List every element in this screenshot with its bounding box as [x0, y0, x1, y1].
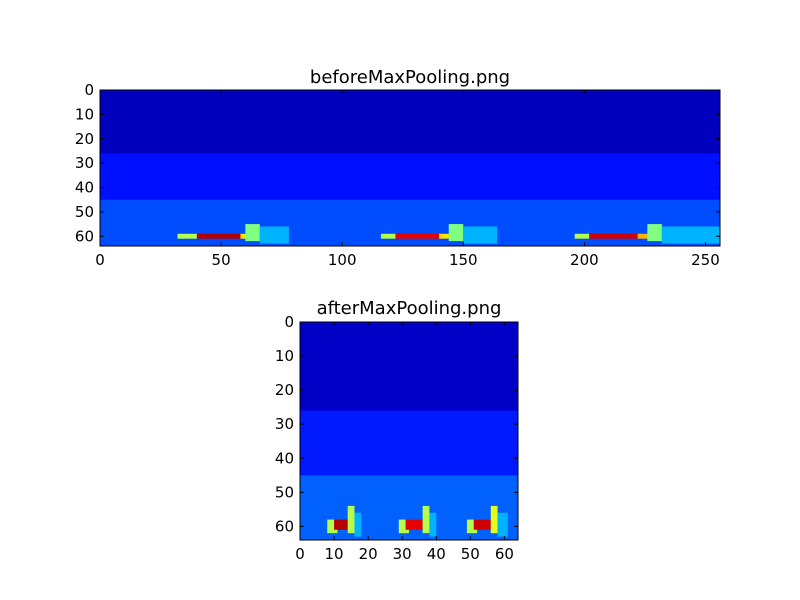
y-tick-label: 0	[84, 81, 94, 99]
x-tick-label: 0	[95, 251, 105, 269]
heatmap-cell	[196, 233, 241, 239]
plot-frame	[99, 89, 721, 247]
chart-title: afterMaxPooling.png	[317, 298, 502, 319]
heatmap-cell	[448, 224, 464, 242]
heatmap-after-max-pooling: afterMaxPooling.png 0 10 20 30 40 50 600102030…	[275, 298, 519, 563]
heatmap-cell	[398, 519, 409, 534]
chart-title: beforeMaxPooling.png	[310, 67, 510, 88]
heatmap-cell	[490, 505, 498, 534]
heatmap-cell	[497, 512, 508, 537]
y-tick-label: 30	[275, 415, 294, 433]
x-tick-label: 50	[461, 545, 480, 563]
y-tick-label: 60	[275, 517, 294, 535]
axis-ticks: 0 50 100 150 200 250 0 10 20 30 40 50 60	[75, 81, 720, 269]
plot-frame	[299, 321, 519, 541]
heatmap-cell	[354, 512, 362, 537]
heatmap-cell	[177, 233, 197, 239]
y-tick-label: 20	[75, 130, 94, 148]
heatmap-cell	[466, 519, 478, 534]
heatmap-cell	[327, 519, 338, 534]
heatmap-band	[300, 410, 518, 476]
x-tick-label: 40	[427, 545, 446, 563]
x-tick-label: 200	[570, 251, 599, 269]
heatmap-cell	[439, 233, 454, 239]
x-tick-label: 60	[495, 545, 514, 563]
heatmap-cell	[347, 505, 355, 534]
heatmap-cell	[422, 505, 430, 534]
heatmap-cell	[334, 519, 348, 530]
heatmap-cells	[100, 90, 720, 246]
heatmap-cell	[574, 233, 590, 239]
heatmap-cells	[300, 322, 518, 540]
y-tick-label: 10	[275, 347, 294, 365]
y-tick-label: 0	[284, 313, 294, 331]
x-tick-label: 100	[328, 251, 357, 269]
x-tick-label: 250	[691, 251, 720, 269]
heatmap-band	[300, 322, 518, 411]
heatmap-band	[100, 90, 720, 154]
heatmap-cell	[380, 233, 396, 239]
y-tick-label: 40	[275, 449, 294, 467]
heatmap-cell	[473, 519, 491, 530]
y-tick-label: 10	[75, 105, 94, 123]
heatmap-cell	[589, 233, 638, 239]
x-tick-label: 10	[325, 545, 344, 563]
heatmap-cell	[245, 224, 260, 242]
y-tick-label: 50	[75, 203, 94, 221]
y-tick-label: 20	[275, 381, 294, 399]
x-tick-label: 30	[393, 545, 412, 563]
y-tick-label: 40	[75, 179, 94, 197]
y-tick-label: 50	[275, 483, 294, 501]
heatmap-cell	[259, 226, 289, 244]
heatmap-cell	[395, 233, 440, 239]
heatmap-cell	[647, 224, 662, 242]
heatmap-cell	[661, 226, 720, 244]
x-tick-label: 50	[212, 251, 231, 269]
x-tick-label: 150	[449, 251, 478, 269]
heatmap-before-max-pooling: beforeMaxPooling.png 0 50 100 150 200 250 0 10 2…	[75, 67, 721, 269]
heatmap-band	[100, 199, 720, 246]
x-tick-label: 20	[359, 545, 378, 563]
y-tick-label: 60	[75, 227, 94, 245]
heatmap-band	[100, 153, 720, 200]
x-tick-label: 0	[295, 545, 305, 563]
heatmap-cell	[429, 512, 437, 537]
heatmap-cell	[405, 519, 423, 530]
y-tick-label: 30	[75, 154, 94, 172]
heatmap-cell	[463, 226, 498, 244]
heatmap-cell	[637, 233, 653, 239]
